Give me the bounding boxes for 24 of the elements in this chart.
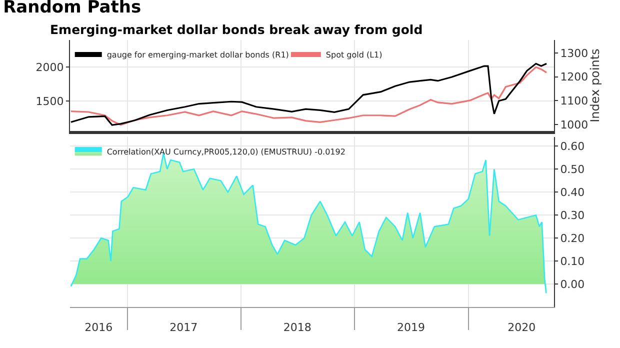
y-tick-label: 0.40 xyxy=(560,186,585,199)
x-tick-label: 2018 xyxy=(283,321,312,334)
x-tick-label: 2019 xyxy=(397,321,426,334)
y-tick-label: 2000 xyxy=(36,61,64,74)
x-tick-label: 2016 xyxy=(84,321,113,334)
y-tick-label: 0.20 xyxy=(560,232,585,245)
y-tick-label: 0.00 xyxy=(560,278,585,291)
y-tick-label: 0.10 xyxy=(560,254,585,268)
x-tick-label: 2017 xyxy=(170,321,198,334)
legend-label: Correlation(XAU Curncy,PR005,120,0) (EMUSTRUU) -0.0192 xyxy=(106,148,346,157)
y2-tick-label: 1300 xyxy=(560,46,588,60)
y-tick-label: 0.60 xyxy=(560,140,585,154)
y2-tick-label: 1100 xyxy=(560,94,588,108)
chart-subtitle: Emerging-market dollar bonds break away from gold xyxy=(50,22,423,37)
legend-label: gauge for emerging-market dollar bonds (R1) xyxy=(106,50,289,60)
y2-axis-title: Index points xyxy=(588,48,602,122)
legend-label: Spot gold (L1) xyxy=(326,50,382,60)
chart-title: Random Paths xyxy=(3,0,142,18)
y-tick-label: 1500 xyxy=(36,94,64,108)
y2-tick-label: 1200 xyxy=(560,70,588,84)
y2-tick-label: 1000 xyxy=(560,118,588,132)
y-tick-label: 0.50 xyxy=(560,163,585,176)
y-tick-label: 0.30 xyxy=(560,208,585,222)
x-tick-label: 2020 xyxy=(508,321,536,334)
